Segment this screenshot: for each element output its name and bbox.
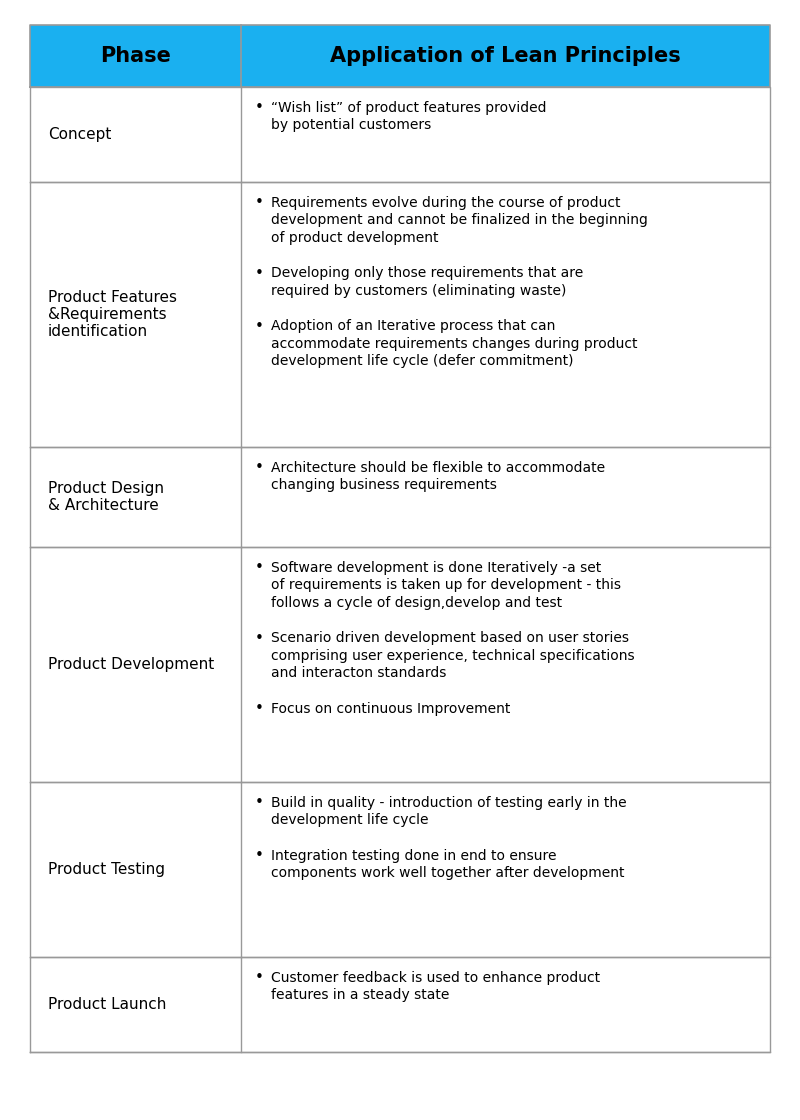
Text: Software development is done Iteratively -a set: Software development is done Iteratively… — [271, 561, 601, 575]
Text: Product Development: Product Development — [48, 657, 214, 672]
Text: Application of Lean Principles: Application of Lean Principles — [330, 46, 681, 66]
Bar — [30, 447, 770, 547]
Text: Architecture should be flexible to accommodate: Architecture should be flexible to accom… — [271, 460, 605, 475]
Text: changing business requirements: changing business requirements — [271, 478, 497, 493]
Text: Concept: Concept — [48, 127, 111, 142]
Text: development life cycle: development life cycle — [271, 813, 429, 828]
Text: •: • — [254, 631, 263, 646]
Bar — [30, 782, 770, 956]
Text: •: • — [254, 265, 263, 281]
Text: of requirements is taken up for development - this: of requirements is taken up for developm… — [271, 578, 621, 592]
Text: of product development: of product development — [271, 231, 438, 245]
Text: Customer feedback is used to enhance product: Customer feedback is used to enhance pro… — [271, 971, 600, 984]
Text: Requirements evolve during the course of product: Requirements evolve during the course of… — [271, 196, 621, 209]
Text: Focus on continuous Improvement: Focus on continuous Improvement — [271, 702, 510, 716]
Text: •: • — [254, 970, 263, 986]
Text: •: • — [254, 319, 263, 334]
Text: and interacton standards: and interacton standards — [271, 666, 446, 680]
Text: development life cycle (defer commitment): development life cycle (defer commitment… — [271, 354, 574, 368]
Bar — [30, 87, 770, 181]
Text: features in a steady state: features in a steady state — [271, 988, 450, 1002]
Text: comprising user experience, technical specifications: comprising user experience, technical sp… — [271, 648, 634, 663]
Text: Integration testing done in end to ensure: Integration testing done in end to ensur… — [271, 849, 557, 862]
Text: by potential customers: by potential customers — [271, 119, 431, 132]
Text: Product Launch: Product Launch — [48, 997, 166, 1012]
Bar — [30, 25, 770, 87]
Text: Phase: Phase — [100, 46, 171, 66]
Text: •: • — [254, 101, 263, 115]
Text: •: • — [254, 848, 263, 864]
Text: “Wish list” of product features provided: “Wish list” of product features provided — [271, 101, 546, 115]
Text: •: • — [254, 795, 263, 811]
Text: Product Features
&Requirements
identification: Product Features &Requirements identific… — [48, 290, 177, 339]
Text: •: • — [254, 560, 263, 576]
Bar — [30, 181, 770, 447]
Bar — [30, 547, 770, 782]
Text: Developing only those requirements that are: Developing only those requirements that … — [271, 267, 583, 280]
Text: Product Design
& Architecture: Product Design & Architecture — [48, 480, 164, 513]
Text: Product Testing: Product Testing — [48, 862, 165, 877]
Text: Build in quality - introduction of testing early in the: Build in quality - introduction of testi… — [271, 796, 626, 810]
Bar — [30, 956, 770, 1052]
Text: Scenario driven development based on user stories: Scenario driven development based on use… — [271, 632, 629, 645]
Text: follows a cycle of design,develop and test: follows a cycle of design,develop and te… — [271, 596, 562, 610]
Text: •: • — [254, 460, 263, 475]
Text: accommodate requirements changes during product: accommodate requirements changes during … — [271, 337, 638, 351]
Text: •: • — [254, 195, 263, 211]
Text: components work well together after development: components work well together after deve… — [271, 867, 624, 880]
Text: development and cannot be finalized in the beginning: development and cannot be finalized in t… — [271, 214, 648, 227]
Text: •: • — [254, 701, 263, 717]
Text: required by customers (eliminating waste): required by customers (eliminating waste… — [271, 283, 566, 298]
Text: Adoption of an Iterative process that can: Adoption of an Iterative process that ca… — [271, 319, 555, 334]
